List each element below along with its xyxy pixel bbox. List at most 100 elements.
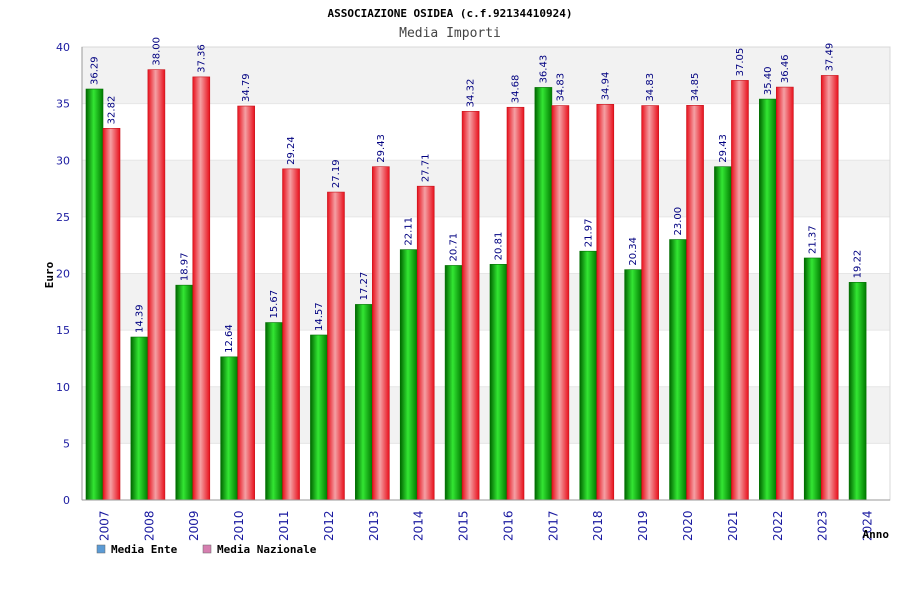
x-tick-label: 2015 — [457, 510, 471, 541]
data-label: 14.39 — [134, 304, 145, 333]
data-label: 17.27 — [359, 272, 370, 301]
data-label: 29.43 — [376, 134, 387, 163]
bar-media-nazionale — [461, 111, 480, 501]
grid-band — [82, 443, 890, 500]
x-axis-label: Anno — [863, 528, 890, 541]
data-label: 27.71 — [421, 154, 432, 183]
x-tick-label: 2013 — [367, 510, 381, 541]
data-label: 20.81 — [494, 232, 505, 261]
data-label: 34.83 — [555, 73, 566, 102]
data-label: 22.11 — [404, 217, 415, 246]
chart-subtitle: Media Importi — [399, 26, 501, 41]
bar-media-ente — [130, 336, 149, 501]
bar-media-ente — [848, 282, 867, 501]
grid-band — [82, 103, 890, 161]
bar-media-nazionale — [192, 76, 211, 501]
y-axis: 0 5 10 15 20 25 30 35 40 — [56, 41, 83, 507]
bar-media-ente — [399, 249, 418, 501]
bar-media-nazionale — [102, 128, 121, 501]
x-tick-label: 2009 — [187, 510, 201, 541]
y-tick-label: 30 — [56, 154, 70, 167]
grid-band — [82, 273, 890, 331]
x-tick-label: 2008 — [142, 510, 156, 541]
bar-media-ente — [624, 269, 642, 501]
bar-media-ente — [175, 284, 194, 501]
data-label: 15.67 — [269, 290, 280, 319]
x-tick-label: 2022 — [771, 510, 785, 541]
data-label: 34.85 — [690, 73, 701, 102]
bar-media-nazionale — [776, 86, 794, 501]
grid-band — [82, 160, 890, 217]
data-label: 23.00 — [673, 207, 684, 236]
bar-media-ente — [355, 304, 373, 501]
bar-media-ente — [669, 239, 687, 501]
data-label: 37.49 — [825, 43, 836, 72]
bar-media-nazionale — [327, 191, 345, 501]
grid-bands — [81, 46, 891, 501]
bar-media-nazionale — [237, 105, 255, 501]
y-tick-label: 40 — [56, 41, 70, 54]
x-tick-label: 2012 — [322, 510, 336, 541]
data-label: 29.43 — [718, 134, 729, 163]
data-label: 21.97 — [583, 219, 594, 248]
bars-layer: 36.29 14.39 18.97 12.64 15.67 14.57 17.27 22.11… — [85, 37, 867, 501]
data-label: 37.05 — [735, 48, 746, 77]
data-label: 34.83 — [645, 73, 656, 102]
bar-media-ente — [220, 356, 238, 501]
data-label: 36.43 — [538, 55, 549, 84]
y-tick-label: 15 — [56, 324, 70, 337]
data-label: 20.34 — [628, 237, 639, 266]
x-tick-label: 2014 — [412, 510, 426, 541]
grid-band — [82, 386, 890, 444]
x-axis: 2007 2008 2009 2010 2011 2012 2013 2014 2015 2016… — [82, 499, 890, 541]
bar-media-ente — [803, 257, 822, 501]
bar-media-nazionale — [282, 168, 300, 501]
data-label: 38.00 — [151, 37, 162, 66]
legend: Media Ente Media Nazionale — [96, 543, 317, 556]
bar-media-ente — [85, 88, 104, 501]
data-label: 34.68 — [511, 75, 522, 104]
data-label: 21.37 — [808, 225, 819, 254]
data-label: 36.46 — [780, 54, 791, 83]
bar-media-ente — [489, 264, 508, 501]
data-label: 27.19 — [331, 159, 342, 188]
y-tick-label: 0 — [63, 494, 70, 507]
data-label: 12.64 — [224, 324, 235, 353]
legend-swatch — [96, 544, 106, 554]
y-tick-label: 10 — [56, 381, 70, 394]
data-label: 20.71 — [449, 233, 460, 262]
bar-media-nazionale — [506, 106, 525, 501]
bar-media-nazionale — [641, 105, 659, 501]
x-tick-label: 2017 — [546, 510, 560, 541]
data-label: 34.94 — [600, 72, 611, 101]
data-label: 34.32 — [466, 79, 477, 108]
bar-media-nazionale — [551, 105, 570, 501]
x-tick-label: 2010 — [232, 510, 246, 541]
bar-media-nazionale — [147, 69, 166, 501]
data-label: 32.82 — [107, 96, 118, 125]
bar-media-ente — [310, 334, 328, 501]
grid-band — [82, 330, 890, 387]
grid-band — [82, 216, 890, 274]
bar-media-nazionale — [686, 105, 704, 501]
data-label: 36.29 — [90, 56, 101, 85]
x-tick-label: 2023 — [816, 510, 830, 541]
bar-media-ente — [265, 322, 283, 501]
data-label: 37.36 — [196, 44, 207, 73]
legend-swatch — [202, 544, 212, 554]
y-tick-label: 35 — [56, 98, 70, 111]
x-tick-label: 2020 — [681, 510, 695, 541]
y-tick-label: 25 — [56, 211, 70, 224]
data-label: 29.24 — [286, 136, 297, 165]
bar-media-ente — [759, 98, 777, 501]
x-tick-label: 2019 — [636, 510, 650, 541]
grid-band — [82, 47, 890, 104]
bar-media-ente — [534, 87, 553, 501]
bar-media-nazionale — [731, 80, 749, 501]
bar-media-ente — [444, 265, 463, 501]
x-tick-label: 2007 — [97, 510, 111, 541]
y-tick-label: 5 — [63, 437, 70, 450]
x-tick-label: 2011 — [277, 510, 291, 541]
